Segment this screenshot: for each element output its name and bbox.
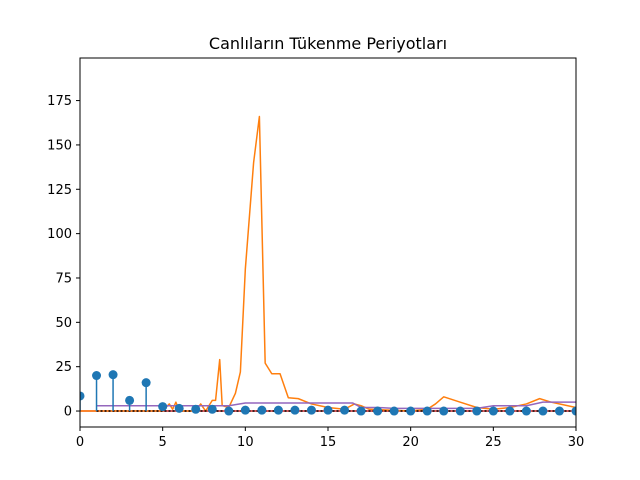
stem-marker [340,405,350,415]
axes-frame [79,57,577,428]
x-tick-label: 30 [568,435,585,450]
x-tick-label: 0 [76,435,84,450]
series-group [80,115,576,416]
stem-marker [306,405,316,415]
stem-marker [571,406,576,416]
stem-marker [439,406,449,416]
stem-marker [240,405,250,415]
stem-marker [141,378,151,388]
stem-marker [224,406,234,416]
y-tick-label: 175 [47,94,72,109]
stem-marker [488,406,498,416]
stem-marker [191,404,201,414]
stem-marker [92,371,102,381]
stem-marker [389,406,399,416]
stem-marker [108,370,118,380]
stem-marker [356,406,366,416]
stem-marker [158,402,168,412]
x-tick-label: 15 [320,435,337,450]
stem-marker [257,405,267,415]
stem-marker [174,403,184,413]
stem-marker [373,406,383,416]
y-tick-label: 75 [55,271,72,286]
stem-marker [455,406,465,416]
x-tick-label: 25 [485,435,502,450]
y-tick-label: 50 [55,316,72,331]
y-tick-label: 25 [55,360,72,375]
stem-marker [472,406,482,416]
series-line-0 [80,115,576,412]
stem-marker [80,391,85,401]
stem-marker [273,405,283,415]
stem-marker [290,405,300,415]
stem-marker [554,406,564,416]
stem-marker [521,406,531,416]
x-tick-label: 20 [402,435,419,450]
y-tick-label: 100 [47,227,72,242]
stem-marker [323,405,333,415]
x-tick-label: 10 [237,435,254,450]
y-tick-label: 150 [47,138,72,153]
chart-title: Canlıların Tükenme Periyotları [209,34,447,53]
stem-marker [207,404,217,414]
stem-marker [406,406,416,416]
y-tick-label: 125 [47,183,72,198]
stem-marker [505,406,515,416]
y-tick-label: 0 [64,405,72,420]
stem-marker [538,406,548,416]
stem-marker [422,406,432,416]
axes: 0 5 10 15 20 25 30 0 25 50 75 100 125 150 175 [47,57,585,450]
plot-area [80,115,576,416]
x-tick-label: 5 [159,435,167,450]
stem-marker [125,395,135,405]
